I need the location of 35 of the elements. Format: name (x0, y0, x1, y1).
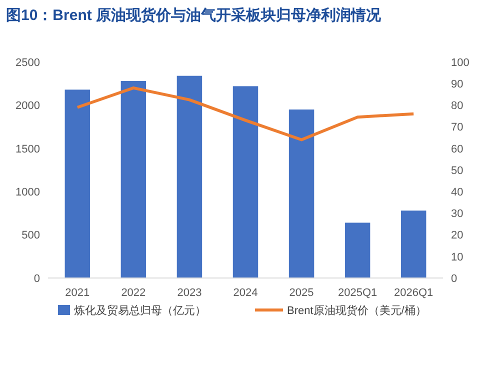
y2-tick-label: 40 (451, 186, 464, 198)
bar (232, 86, 258, 278)
y2-tick-label: 80 (451, 100, 464, 112)
y2-tick-label: 100 (451, 56, 470, 69)
line-series (76, 86, 416, 142)
x-tick-label: 2024 (233, 287, 258, 299)
y2-tick-label: 50 (451, 164, 464, 177)
bar (344, 222, 370, 278)
chart-title: 图10：Brent 原油现货价与油气开采板块归母净利润情况 (6, 6, 382, 24)
legend-label: Brent原油现货价（美元/桶） (287, 304, 426, 317)
bar (176, 76, 202, 278)
bar (400, 210, 426, 278)
y-tick-label: 2500 (16, 56, 40, 69)
y2-tick-label: 10 (451, 251, 464, 264)
x-tick-label: 2025 (289, 287, 314, 299)
y2-tick-label: 60 (451, 143, 464, 156)
bar (120, 81, 146, 278)
y2-tick-label: 70 (451, 122, 464, 134)
y-tick-label: 1500 (16, 143, 40, 156)
x-tick-label: 2021 (65, 287, 90, 299)
y-tick-label: 2000 (16, 100, 40, 112)
y-tick-label: 500 (22, 230, 40, 242)
y2-tick-label: 30 (451, 208, 464, 220)
x-tick-label: 2025Q1 (338, 287, 378, 299)
x-tick-label: 2022 (121, 287, 146, 299)
x-tick-label: 2026Q1 (394, 287, 434, 299)
y2-tick-label: 20 (451, 230, 464, 242)
y-tick-label: 0 (34, 272, 40, 285)
bar (64, 90, 90, 278)
y-tick-label: 1000 (16, 186, 40, 198)
y2-tick-label: 0 (451, 272, 458, 285)
x-tick-label: 2023 (177, 287, 202, 299)
bar (288, 110, 314, 278)
y2-tick-label: 90 (451, 78, 464, 90)
legend-label: 炼化及贸易总归母（亿元） (74, 304, 206, 317)
